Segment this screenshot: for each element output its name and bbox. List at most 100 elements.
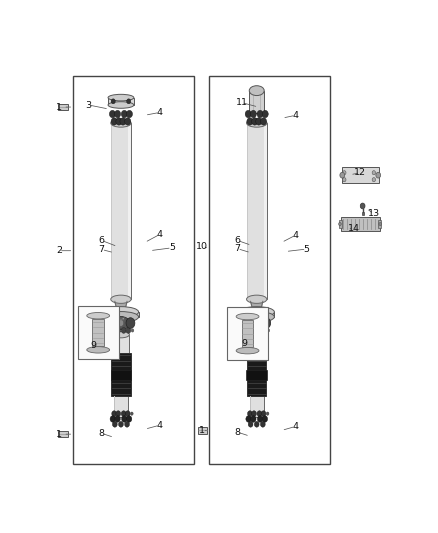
Bar bbox=[247, 370, 267, 379]
Circle shape bbox=[339, 222, 341, 225]
Circle shape bbox=[251, 411, 256, 416]
Circle shape bbox=[110, 416, 116, 422]
Ellipse shape bbox=[103, 312, 138, 322]
Bar bbox=[264, 123, 267, 299]
Ellipse shape bbox=[103, 306, 138, 317]
Circle shape bbox=[248, 422, 253, 427]
Ellipse shape bbox=[249, 86, 264, 95]
Bar bbox=[227, 307, 268, 360]
Bar bbox=[111, 123, 131, 299]
Text: 5: 5 bbox=[304, 245, 310, 254]
Circle shape bbox=[267, 329, 270, 332]
Circle shape bbox=[114, 110, 120, 118]
Circle shape bbox=[118, 320, 124, 326]
Text: 1: 1 bbox=[56, 430, 62, 439]
Text: 8: 8 bbox=[99, 429, 105, 438]
Bar bbox=[118, 317, 124, 321]
Bar bbox=[378, 220, 381, 228]
Ellipse shape bbox=[247, 295, 267, 303]
Bar bbox=[114, 397, 116, 417]
Bar bbox=[111, 353, 131, 397]
Bar bbox=[114, 397, 128, 417]
Circle shape bbox=[247, 328, 251, 333]
Ellipse shape bbox=[236, 313, 259, 320]
Polygon shape bbox=[115, 301, 127, 310]
Ellipse shape bbox=[87, 312, 110, 319]
Bar bbox=[108, 98, 134, 105]
Circle shape bbox=[372, 177, 375, 182]
Bar bbox=[250, 397, 264, 417]
Text: 3: 3 bbox=[86, 101, 92, 109]
Circle shape bbox=[262, 328, 267, 333]
Circle shape bbox=[125, 422, 130, 427]
Ellipse shape bbox=[239, 312, 274, 322]
Bar bbox=[59, 104, 68, 110]
Circle shape bbox=[251, 416, 256, 422]
Bar bbox=[248, 335, 265, 353]
Text: 5: 5 bbox=[169, 244, 175, 252]
Bar bbox=[250, 397, 251, 417]
Bar bbox=[341, 217, 380, 231]
Ellipse shape bbox=[111, 119, 131, 127]
Circle shape bbox=[262, 416, 268, 422]
Text: 8: 8 bbox=[234, 427, 240, 437]
Bar bbox=[209, 76, 330, 464]
Ellipse shape bbox=[262, 318, 271, 328]
Circle shape bbox=[257, 328, 262, 333]
Ellipse shape bbox=[107, 318, 116, 328]
Text: 1: 1 bbox=[56, 102, 62, 111]
Circle shape bbox=[360, 203, 365, 209]
Circle shape bbox=[258, 416, 263, 422]
Circle shape bbox=[111, 99, 115, 104]
Ellipse shape bbox=[87, 346, 110, 353]
Bar bbox=[198, 427, 207, 434]
Circle shape bbox=[131, 412, 133, 415]
Circle shape bbox=[257, 411, 262, 416]
Text: 14: 14 bbox=[347, 224, 360, 233]
Text: 7: 7 bbox=[99, 245, 105, 254]
Bar bbox=[111, 370, 131, 379]
Bar bbox=[247, 123, 267, 299]
Bar bbox=[59, 431, 68, 438]
Text: 6: 6 bbox=[99, 236, 105, 245]
Ellipse shape bbox=[243, 318, 251, 328]
Bar bbox=[78, 306, 119, 359]
Ellipse shape bbox=[118, 319, 124, 324]
Circle shape bbox=[121, 328, 126, 333]
Circle shape bbox=[127, 110, 132, 118]
Bar bbox=[342, 167, 379, 183]
Text: 4: 4 bbox=[293, 231, 299, 240]
Bar bbox=[74, 76, 194, 464]
Text: 11: 11 bbox=[236, 98, 247, 107]
Ellipse shape bbox=[239, 306, 274, 317]
Circle shape bbox=[343, 171, 346, 175]
Circle shape bbox=[245, 110, 251, 118]
Circle shape bbox=[110, 110, 116, 118]
Circle shape bbox=[266, 412, 269, 415]
Circle shape bbox=[376, 172, 381, 178]
Circle shape bbox=[127, 99, 131, 104]
Bar bbox=[254, 317, 259, 321]
Ellipse shape bbox=[247, 119, 267, 127]
Bar bbox=[103, 312, 138, 317]
Circle shape bbox=[111, 118, 117, 125]
Circle shape bbox=[261, 422, 265, 427]
Circle shape bbox=[262, 110, 268, 118]
Circle shape bbox=[246, 416, 251, 422]
Bar bbox=[362, 212, 364, 215]
Circle shape bbox=[254, 422, 259, 427]
Bar bbox=[339, 220, 342, 228]
Ellipse shape bbox=[248, 332, 265, 338]
Polygon shape bbox=[251, 301, 263, 310]
Circle shape bbox=[116, 118, 122, 125]
Circle shape bbox=[111, 328, 116, 333]
Bar bbox=[247, 353, 266, 397]
Ellipse shape bbox=[112, 317, 130, 329]
Circle shape bbox=[251, 328, 256, 333]
Circle shape bbox=[379, 222, 381, 225]
Circle shape bbox=[112, 411, 117, 416]
Circle shape bbox=[121, 110, 127, 118]
Circle shape bbox=[372, 171, 375, 175]
Circle shape bbox=[131, 329, 134, 332]
Circle shape bbox=[116, 328, 120, 333]
